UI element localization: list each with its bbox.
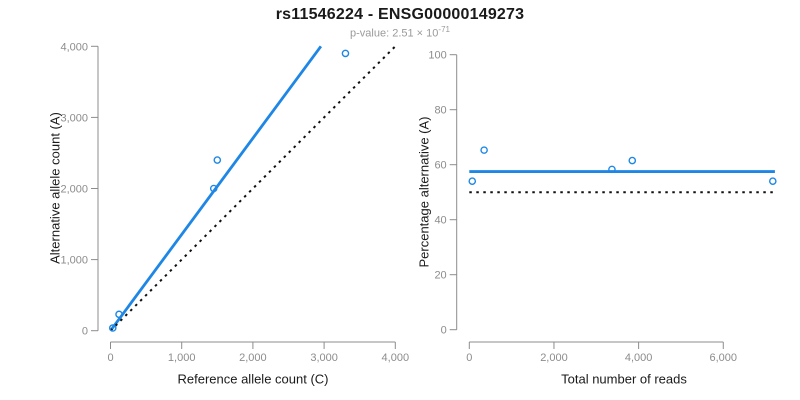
x-tick-label: 6,000: [710, 352, 738, 364]
y-tick-label: 1,000: [60, 255, 88, 267]
figure-title: rs11546224 - ENSG00000149273: [275, 6, 525, 23]
right-y-axis-title: Percentage alternative (A): [416, 116, 432, 268]
pvalue-label: p-value: 2.51 × 10: [350, 27, 439, 40]
data-point: [209, 184, 218, 193]
allele-counts-plot: 0 1,000 2,000 3,000 4,000 0 1,000 2,000 3,000 4,0…: [60, 41, 409, 364]
y-tick-label: 0: [82, 326, 88, 338]
percentage-vs-reads-plot: 0 20 40 60 80 100 0 2,000 4,000 6,000: [428, 50, 777, 364]
y-tick-label: 3,000: [60, 112, 88, 124]
y-tick-label: 60: [434, 160, 446, 172]
y-tick-label: 4,000: [60, 41, 88, 53]
right-x-axis-title: Total number of reads: [561, 371, 687, 387]
x-tick-label: 0: [107, 352, 113, 364]
y-tick-label: 80: [434, 105, 446, 117]
x-tick-label: 1,000: [168, 352, 196, 364]
data-point: [608, 165, 616, 174]
data-point: [768, 177, 777, 185]
y-tick-label: 100: [428, 50, 446, 62]
y-tick-label: 20: [434, 270, 446, 282]
fit-line: [109, 45, 323, 332]
x-tick-label: 3,000: [310, 352, 338, 364]
x-tick-label: 2,000: [239, 352, 267, 364]
x-tick-label: 2,000: [540, 352, 568, 364]
identity-line: [109, 45, 397, 332]
y-tick-label: 2,000: [60, 184, 88, 196]
data-point: [341, 49, 350, 58]
y-tick-label: 0: [441, 325, 447, 337]
x-tick-label: 0: [466, 352, 472, 364]
data-point: [628, 156, 637, 165]
x-tick-label: 4,000: [382, 352, 410, 364]
left-y-axis-title: Alternative allele count (A): [47, 112, 63, 264]
pvalue-exponent: -71: [438, 25, 450, 34]
data-point: [108, 324, 117, 332]
figure-subtitle: p-value: 2.51 × 10-71: [0, 25, 800, 40]
data-point: [480, 146, 488, 154]
data-point: [115, 310, 123, 319]
y-tick-label: 40: [434, 215, 446, 227]
x-tick-label: 4,000: [625, 352, 653, 364]
data-point: [468, 177, 477, 185]
left-x-axis-title: Reference allele count (C): [177, 371, 329, 387]
data-point: [213, 156, 222, 164]
